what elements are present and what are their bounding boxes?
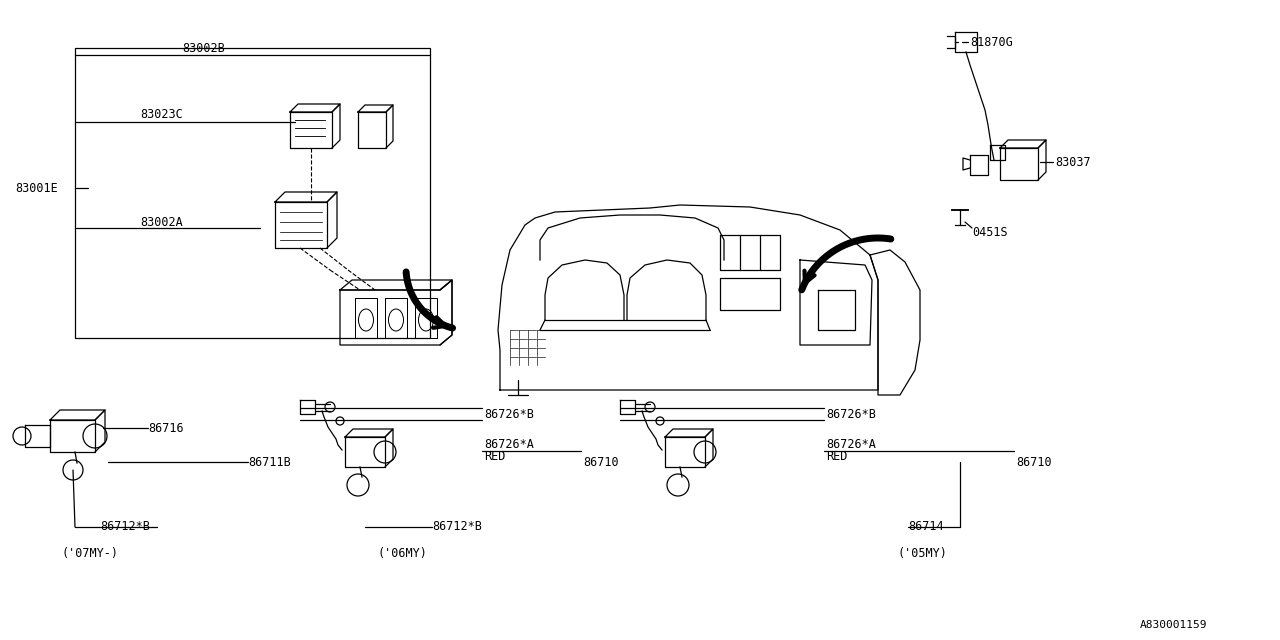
Text: ('07MY-): ('07MY-) (61, 547, 119, 559)
Text: 86710: 86710 (1016, 456, 1052, 468)
Text: 86712*B: 86712*B (433, 520, 481, 534)
Text: 86726*A: 86726*A (484, 438, 534, 451)
Text: ('05MY): ('05MY) (899, 547, 948, 559)
Text: A830001159: A830001159 (1140, 620, 1207, 630)
Text: 86726*A: 86726*A (826, 438, 876, 451)
Text: 86714: 86714 (908, 520, 943, 534)
Text: 86726*B: 86726*B (484, 408, 534, 422)
Text: ('06MY): ('06MY) (378, 547, 428, 559)
Text: 86710: 86710 (582, 456, 618, 468)
Text: RED: RED (484, 451, 506, 463)
Text: 83037: 83037 (1055, 156, 1091, 168)
Text: 86726*B: 86726*B (826, 408, 876, 422)
Text: 83002B: 83002B (182, 42, 225, 56)
Text: 81870G: 81870G (970, 35, 1012, 49)
Bar (76, 48, 430, 338)
Text: 0451S: 0451S (972, 227, 1007, 239)
Text: RED: RED (826, 451, 847, 463)
Text: 83001E: 83001E (15, 182, 58, 195)
Text: 86712*B: 86712*B (100, 520, 150, 534)
Text: 86716: 86716 (148, 422, 183, 435)
Text: 86711B: 86711B (248, 456, 291, 468)
Text: 83023C: 83023C (140, 109, 183, 122)
Text: 83002A: 83002A (140, 216, 183, 228)
